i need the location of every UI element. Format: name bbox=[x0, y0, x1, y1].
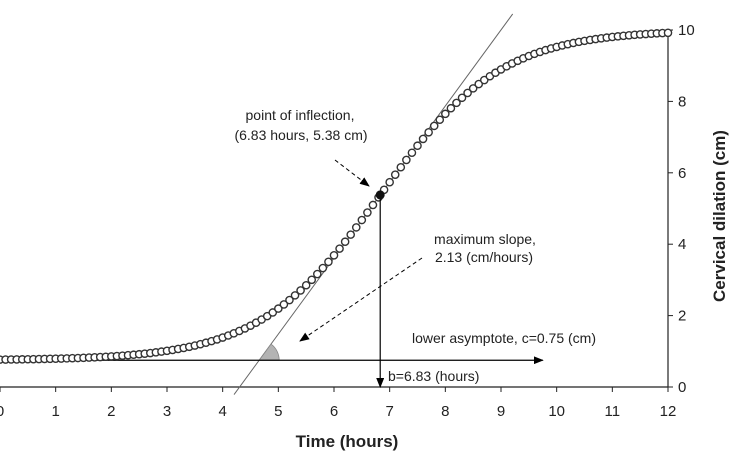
data-point bbox=[385, 177, 394, 187]
data-point bbox=[452, 98, 461, 108]
data-point bbox=[290, 291, 300, 300]
data-point bbox=[368, 200, 378, 210]
data-point bbox=[441, 109, 450, 119]
data-point bbox=[402, 155, 411, 165]
x-tick-label: 1 bbox=[51, 403, 59, 420]
x-tick-label: 0 bbox=[0, 403, 4, 420]
y-tick-label: 2 bbox=[678, 308, 686, 325]
inflection-annotation-arrow bbox=[334, 159, 370, 187]
data-point bbox=[463, 88, 472, 98]
x-tick-label: 5 bbox=[274, 403, 282, 420]
data-point bbox=[268, 308, 278, 317]
data-point bbox=[424, 127, 433, 137]
data-point bbox=[307, 275, 317, 285]
data-point bbox=[318, 263, 328, 273]
inflection-annotation-line1: point of inflection, bbox=[246, 107, 355, 123]
x-tick-label: 9 bbox=[497, 403, 505, 420]
data-point bbox=[324, 257, 333, 267]
x-tick-label: 10 bbox=[548, 403, 565, 420]
x-tick-label: 2 bbox=[107, 403, 115, 420]
b-annotation: b=6.83 (hours) bbox=[388, 368, 479, 384]
data-point bbox=[396, 162, 406, 172]
data-point bbox=[663, 28, 673, 38]
y-tick-label: 0 bbox=[678, 379, 686, 396]
data-point bbox=[329, 251, 339, 260]
data-point bbox=[429, 121, 439, 131]
data-point bbox=[468, 84, 478, 93]
series-points bbox=[0, 28, 673, 364]
data-point bbox=[296, 286, 305, 295]
data-point bbox=[301, 280, 311, 290]
data-point bbox=[446, 103, 456, 113]
x-tick-label: 6 bbox=[330, 403, 338, 420]
max-slope-annotation-line2: 2.13 (cm/hours) bbox=[435, 249, 533, 265]
y-axis-ticks: 0 2 4 6 8 10 bbox=[668, 22, 695, 396]
x-tick-label: 12 bbox=[660, 403, 677, 420]
data-point bbox=[285, 295, 294, 305]
y-tick-label: 4 bbox=[678, 236, 686, 253]
x-tick-label: 11 bbox=[605, 403, 621, 420]
x-tick-label: 3 bbox=[163, 403, 171, 420]
data-point bbox=[335, 244, 344, 253]
x-tick-label: 7 bbox=[385, 403, 393, 420]
data-point bbox=[474, 79, 484, 89]
data-point bbox=[351, 223, 361, 232]
x-axis-title: Time (hours) bbox=[296, 432, 399, 451]
y-axis-title: Cervical dilation (cm) bbox=[710, 130, 729, 302]
max-slope-annotation-arrow bbox=[299, 257, 423, 342]
y-tick-label: 6 bbox=[678, 165, 686, 182]
y-tick-label: 8 bbox=[678, 93, 686, 110]
data-point bbox=[407, 148, 417, 158]
data-point bbox=[357, 215, 367, 225]
data-point bbox=[435, 115, 445, 125]
data-point bbox=[363, 208, 372, 217]
data-point bbox=[346, 230, 356, 239]
inflection-point-marker bbox=[375, 190, 385, 200]
asymptote-annotation: lower asymptote, c=0.75 (cm) bbox=[412, 330, 596, 346]
data-point bbox=[279, 300, 289, 309]
slope-angle-wedge bbox=[258, 343, 280, 361]
max-slope-annotation-line1: maximum slope, bbox=[434, 231, 536, 247]
x-tick-label: 8 bbox=[441, 403, 449, 420]
y-tick-label: 10 bbox=[678, 22, 695, 39]
data-point bbox=[418, 134, 428, 144]
x-tick-label: 4 bbox=[218, 403, 226, 420]
inflection-annotation-line2: (6.83 hours, 5.38 cm) bbox=[234, 127, 367, 143]
data-point bbox=[340, 237, 350, 247]
data-point bbox=[312, 269, 322, 279]
data-point bbox=[390, 170, 400, 179]
data-point bbox=[413, 141, 422, 151]
data-point bbox=[457, 93, 467, 103]
data-point bbox=[274, 304, 283, 313]
